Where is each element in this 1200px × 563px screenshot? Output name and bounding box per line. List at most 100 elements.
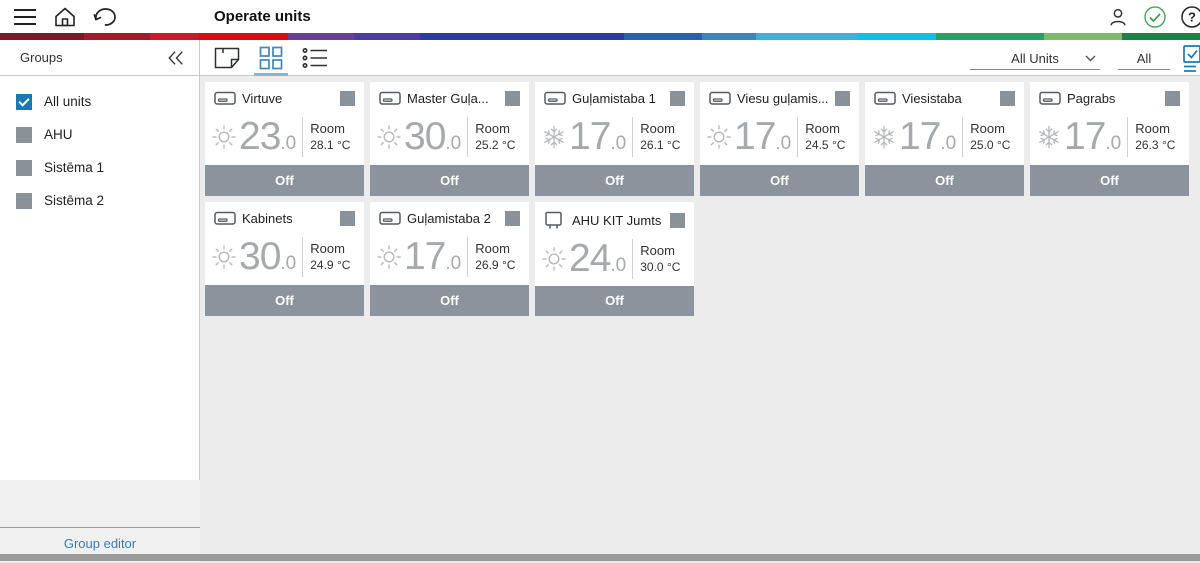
hamburger-menu-icon[interactable] bbox=[12, 4, 38, 30]
unit-select-checkbox[interactable] bbox=[1165, 91, 1180, 106]
group-checkbox[interactable] bbox=[16, 126, 32, 143]
home-icon[interactable] bbox=[52, 4, 78, 30]
setpoint-temperature: 17.0 bbox=[734, 115, 792, 159]
group-label: Sistēma 1 bbox=[44, 160, 105, 175]
unit-name: Guļamistaba 1 bbox=[572, 91, 656, 106]
groups-header-label: Groups bbox=[20, 50, 63, 65]
room-temperature: Room 26.9 °C bbox=[475, 240, 516, 272]
chevron-down-icon bbox=[1085, 55, 1096, 62]
grid-view-icon[interactable] bbox=[254, 40, 288, 76]
unit-name: Guļamistaba 2 bbox=[407, 211, 491, 226]
divider bbox=[467, 236, 469, 277]
power-off-button[interactable]: Off bbox=[700, 164, 859, 196]
divider bbox=[1127, 116, 1129, 157]
unit-select-checkbox[interactable] bbox=[505, 91, 520, 106]
setpoint-temperature: 23.0 bbox=[239, 115, 297, 159]
ac-indoor-unit-icon bbox=[379, 211, 403, 226]
power-off-button[interactable]: Off bbox=[370, 164, 529, 196]
power-off-button[interactable]: Off bbox=[535, 164, 694, 196]
help-glyph: ? bbox=[1188, 9, 1196, 24]
group-label: Sistēma 2 bbox=[44, 193, 105, 208]
brand-supergraphic-strip bbox=[0, 33, 1200, 40]
unit-select-checkbox[interactable] bbox=[1000, 91, 1015, 106]
power-off-button[interactable]: Off bbox=[865, 164, 1024, 196]
unit-name: Pagrabs bbox=[1067, 91, 1116, 106]
power-off-button[interactable]: Off bbox=[205, 284, 364, 316]
groups-sidebar: Groups All units AHU bbox=[0, 40, 200, 563]
groups-list: All units AHU Sistēma 1 Sistēma 2 bbox=[0, 76, 199, 217]
room-temperature: Room 24.9 °C bbox=[310, 240, 351, 272]
group-editor-link[interactable]: Group editor bbox=[63, 536, 137, 551]
room-temperature: Room 25.0 °C bbox=[970, 120, 1011, 152]
unit-card-pagrabs: Pagrabs 17.0 Room 26.3 °C bbox=[1030, 82, 1189, 196]
help-icon[interactable]: ? bbox=[1179, 4, 1200, 30]
toolbar-filters: All Units All bbox=[970, 40, 1200, 76]
main-area: All Units All bbox=[200, 40, 1200, 563]
group-checkbox[interactable] bbox=[16, 159, 32, 176]
setpoint-temperature: 30.0 bbox=[404, 115, 462, 159]
setpoint-temperature: 17.0 bbox=[404, 235, 462, 279]
room-temperature: Room 24.5 °C bbox=[805, 120, 846, 152]
topbar-right-actions: ? bbox=[1105, 0, 1200, 33]
user-icon[interactable] bbox=[1105, 4, 1131, 30]
floorplan-view-icon[interactable] bbox=[212, 40, 242, 76]
top-app-bar: Operate units ? bbox=[0, 0, 1200, 33]
ac-indoor-unit-icon bbox=[214, 91, 238, 106]
ac-indoor-unit-icon bbox=[709, 91, 733, 106]
footer-divider bbox=[0, 527, 200, 528]
unit-select-checkbox[interactable] bbox=[505, 211, 520, 226]
divider bbox=[302, 116, 304, 157]
select-all-checkbox-icon[interactable] bbox=[1182, 44, 1200, 74]
unit-select-checkbox[interactable] bbox=[340, 91, 355, 106]
unit-card-viesu-gulamis: Viesu guļamis... 17.0 Room 24.5 °C bbox=[700, 82, 859, 196]
power-off-button[interactable]: Off bbox=[535, 285, 694, 316]
group-checkbox[interactable] bbox=[16, 192, 32, 209]
mode-icon bbox=[871, 124, 897, 150]
unit-name: Viesu guļamis... bbox=[737, 91, 829, 106]
ahu-unit-icon bbox=[544, 211, 568, 229]
divider bbox=[797, 116, 799, 157]
setpoint-temperature: 17.0 bbox=[1064, 115, 1122, 159]
setpoint-temperature: 17.0 bbox=[569, 115, 627, 159]
ac-indoor-unit-icon bbox=[1039, 91, 1063, 106]
divider bbox=[302, 236, 304, 277]
group-item-ahu[interactable]: AHU bbox=[0, 118, 199, 151]
room-temperature: Room 26.1 °C bbox=[640, 120, 681, 152]
mode-icon bbox=[211, 244, 237, 270]
undo-icon[interactable] bbox=[92, 4, 118, 30]
unit-name: AHU KIT Jumts bbox=[572, 212, 662, 228]
group-item-sistema-2[interactable]: Sistēma 2 bbox=[0, 184, 199, 217]
room-temperature: Room 30.0 °C bbox=[640, 242, 681, 274]
room-temperature: Room 26.3 °C bbox=[1135, 120, 1176, 152]
ac-indoor-unit-icon bbox=[544, 91, 568, 106]
power-off-button[interactable]: Off bbox=[370, 284, 529, 316]
unit-card-gulamistaba-1: Guļamistaba 1 17.0 Room 26.1 °C bbox=[535, 82, 694, 196]
status-filter-dropdown[interactable]: All bbox=[1118, 48, 1170, 70]
unit-filter-dropdown[interactable]: All Units bbox=[970, 48, 1100, 70]
group-item-sistema-1[interactable]: Sistēma 1 bbox=[0, 151, 199, 184]
unit-card-ahu-kit-jumts: AHU KIT Jumts 24.0 Room 30.0 °C bbox=[535, 202, 694, 316]
group-checkbox[interactable] bbox=[16, 93, 32, 110]
page-title: Operate units bbox=[214, 8, 311, 25]
check-circle-icon[interactable] bbox=[1142, 4, 1168, 30]
mode-icon bbox=[211, 124, 237, 150]
collapse-sidebar-icon[interactable] bbox=[165, 47, 187, 69]
unit-select-checkbox[interactable] bbox=[670, 212, 685, 228]
unit-cards-grid: Virtuve 23.0 Room 28.1 °C bbox=[200, 76, 1200, 563]
unit-filter-value: All Units bbox=[1011, 51, 1059, 66]
unit-name: Master Guļa... bbox=[407, 91, 489, 106]
unit-select-checkbox[interactable] bbox=[835, 91, 850, 106]
power-off-button[interactable]: Off bbox=[205, 164, 364, 196]
group-item-all-units[interactable]: All units bbox=[0, 85, 199, 118]
group-label: AHU bbox=[44, 127, 73, 142]
mode-icon bbox=[1036, 124, 1062, 150]
unit-select-checkbox[interactable] bbox=[670, 91, 685, 106]
view-toolbar: All Units All bbox=[200, 40, 1200, 76]
power-off-button[interactable]: Off bbox=[1030, 164, 1189, 196]
unit-select-checkbox[interactable] bbox=[340, 211, 355, 226]
horizontal-scrollbar[interactable] bbox=[0, 554, 1200, 561]
unit-name: Virtuve bbox=[242, 91, 283, 106]
list-view-icon[interactable] bbox=[300, 40, 330, 76]
unit-card-virtuve: Virtuve 23.0 Room 28.1 °C bbox=[205, 82, 364, 196]
room-temperature: Room 25.2 °C bbox=[475, 120, 516, 152]
